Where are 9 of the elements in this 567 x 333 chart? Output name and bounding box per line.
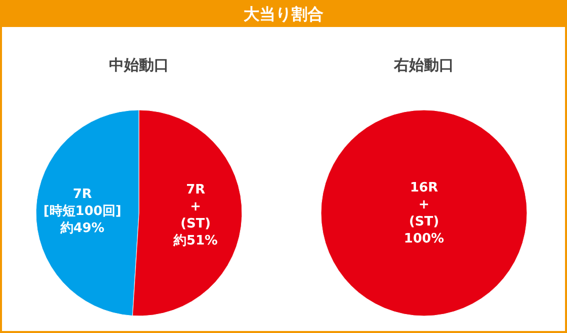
data-label: 100% [404,231,444,246]
text: 大当り割合 [244,4,324,24]
chart-subtitle: 中始動口 [109,56,169,74]
slice-label: 7R + (ST) [180,182,211,231]
slice-label: 16R + (ST) [408,180,440,230]
data-label: 約51% [172,232,218,248]
slice-label: 7R [時短100回] [43,186,122,219]
chart-title: 右始動口 [393,56,454,74]
data-label: 約49% [59,220,104,236]
